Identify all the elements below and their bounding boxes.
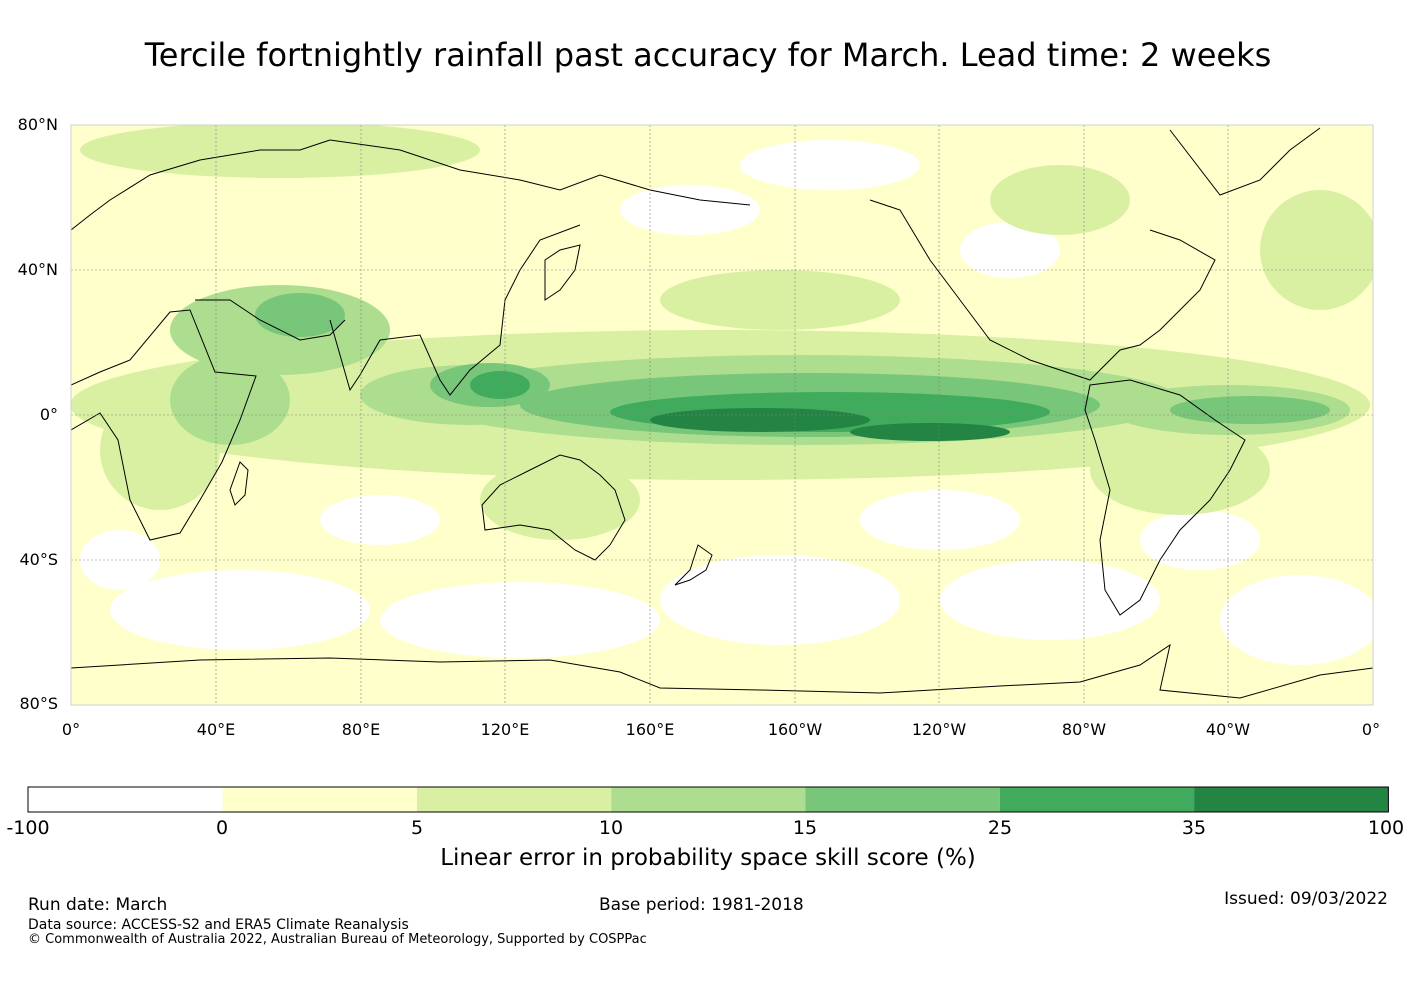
colorbar-frame <box>27 786 1389 813</box>
lon-label-160e: 160°E <box>625 720 675 739</box>
data-source: Data source: ACCESS-S2 and ERA5 Climate … <box>28 917 409 933</box>
lat-label-40s: 40°S <box>19 550 58 569</box>
australia-coastline <box>481 454 626 561</box>
antarctica-coastline <box>71 643 1373 699</box>
colorbar-segment-5 <box>805 787 1000 812</box>
colorbar-tick-label: 0 <box>215 817 229 839</box>
colorbar-segment-6 <box>999 787 1195 812</box>
colorbar-segment-2 <box>222 787 417 812</box>
graticule <box>71 125 1373 705</box>
lat-label-80n: 80°N <box>17 115 58 134</box>
north-america-coastline <box>869 199 1216 381</box>
arabia-coastline <box>195 299 346 341</box>
lon-label-80e: 80°E <box>341 720 381 739</box>
colorbar-segment-4 <box>611 787 806 812</box>
lat-label-80s: 80°S <box>19 694 58 713</box>
lon-label-160w: 160°W <box>767 720 823 739</box>
greenland-coastline <box>1169 127 1321 196</box>
copyright: © Commonwealth of Australia 2022, Austra… <box>28 932 647 947</box>
lat-label-0: 0° <box>39 405 58 424</box>
lon-label-120w: 120°W <box>911 720 967 739</box>
base-period: Base period: 1981-2018 <box>599 895 804 915</box>
lon-label-120e: 120°E <box>480 720 530 739</box>
issued-date: Issued: 09/03/2022 <box>1224 889 1388 909</box>
colorbar-segment-3 <box>416 787 612 812</box>
colorbar <box>27 786 1389 813</box>
new-zealand-coastline <box>674 544 713 586</box>
colorbar-tick-label: 15 <box>792 817 818 839</box>
colorbar-tick-label: 25 <box>987 817 1013 839</box>
colorbar-tick-label: 5 <box>410 817 424 839</box>
colorbar-segment-7 <box>1194 787 1389 812</box>
lon-label-80w: 80°W <box>1061 720 1107 739</box>
europe-coastline <box>71 139 331 231</box>
lon-label-40w: 40°W <box>1205 720 1251 739</box>
map-frame <box>70 124 1374 706</box>
lon-label-0-left: 0° <box>61 720 81 739</box>
africa-coastline <box>71 309 257 541</box>
colorbar-tick-label: 10 <box>598 817 624 839</box>
map-panel <box>71 125 1373 705</box>
lon-label-40e: 40°E <box>196 720 236 739</box>
madagascar-coastline <box>229 461 249 506</box>
colorbar-tick-label: -100 <box>6 817 50 839</box>
chart-title: Tercile fortnightly rainfall past accura… <box>144 36 1272 74</box>
asia-north-coastline <box>329 139 751 206</box>
colorbar-title: Linear error in probability space skill … <box>440 845 976 871</box>
colorbar-tick-label: 100 <box>1367 817 1405 839</box>
colorbar-tick-label: 35 <box>1181 817 1207 839</box>
lon-label-0-right: 0° <box>1361 720 1381 739</box>
lat-label-40n: 40°N <box>17 260 58 279</box>
skill-35-100-regions <box>650 408 1010 441</box>
colorbar-segment-1 <box>28 787 223 812</box>
run-date: Run date: March <box>28 895 168 915</box>
